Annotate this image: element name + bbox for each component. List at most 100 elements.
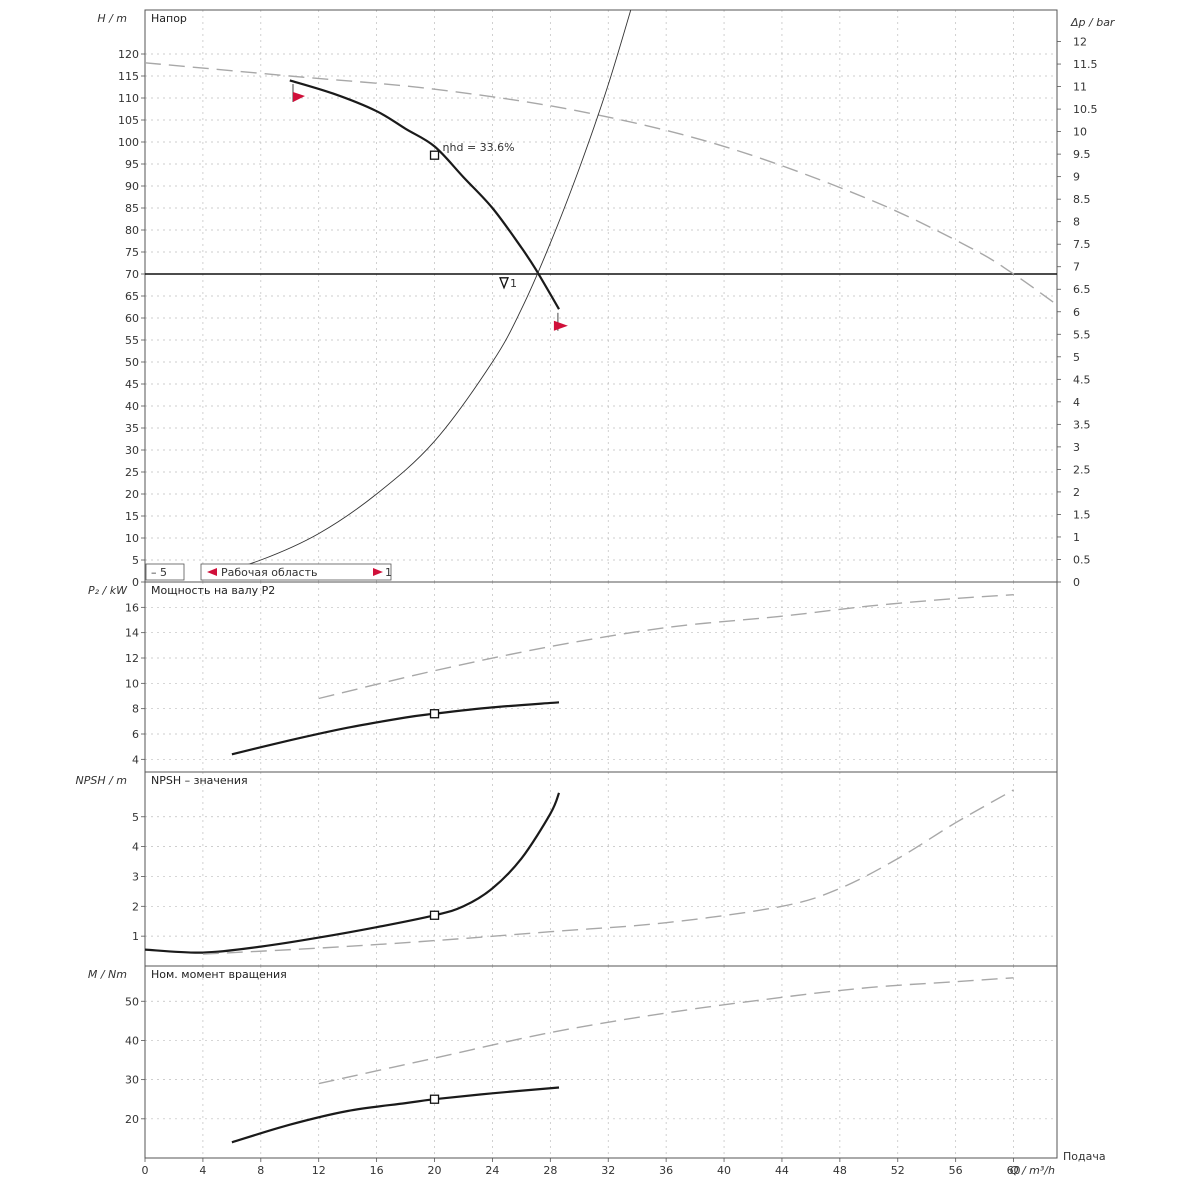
labels-layer: 0510152025303540455055606570758085909510…	[75, 12, 1115, 1177]
y-tick-label: 12	[125, 652, 139, 665]
grid-layer	[141, 9, 1061, 1162]
y-axis-label: NPSH / m	[75, 774, 127, 787]
y2-tick-label: 10	[1073, 126, 1087, 139]
series-group	[145, 10, 1057, 579]
panel-title: Мощность на валу P2	[151, 584, 275, 597]
x-tick-label: 0	[142, 1164, 149, 1177]
y-tick-label: 40	[125, 400, 139, 413]
x-tick-label: 40	[717, 1164, 731, 1177]
series-system-curve	[202, 10, 632, 579]
y2-tick-label: 5.5	[1073, 328, 1091, 341]
y-tick-label: 50	[125, 995, 139, 1008]
panel-frame	[144, 771, 1058, 967]
legend-left-item: – 5	[151, 566, 167, 579]
y2-tick-label: 6.5	[1073, 283, 1091, 296]
legend-flag-left-icon	[207, 568, 217, 576]
y2-tick-label: 8	[1073, 216, 1080, 229]
y2-tick-label: 6	[1073, 306, 1080, 319]
y-axis-label: P₂ / kW	[88, 584, 128, 597]
y-tick-label: 95	[125, 158, 139, 171]
y-tick-label: 3	[132, 870, 139, 883]
legend-middle-item: Рабочая область	[221, 566, 317, 579]
x-tick-label: 56	[949, 1164, 963, 1177]
y-tick-label: 60	[125, 312, 139, 325]
y2-tick-label: 0	[1073, 576, 1080, 589]
y-tick-label: 10	[125, 677, 139, 690]
y2-tick-label: 11.5	[1073, 58, 1098, 71]
x-axis-label: Q / m³/h	[1010, 1164, 1055, 1177]
y-tick-label: 70	[125, 268, 139, 281]
series-group	[145, 789, 1014, 955]
y2-tick-label: 3	[1073, 441, 1080, 454]
series-main-curve	[145, 792, 561, 954]
y-tick-label: 6	[132, 728, 139, 741]
y-tick-label: 115	[118, 70, 139, 83]
y-tick-label: 120	[118, 48, 139, 61]
y2-axis-label: Δp / bar	[1070, 16, 1116, 29]
operating-point-marker	[429, 1094, 440, 1104]
y-tick-label: 50	[125, 356, 139, 369]
legend-right-item: 1	[385, 566, 392, 579]
y2-tick-label: 8.5	[1073, 193, 1091, 206]
efficiency-annotation: ηhd = 33.6%	[443, 141, 515, 154]
operating-point-marker	[429, 709, 440, 719]
y-tick-label: 65	[125, 290, 139, 303]
y-tick-label: 55	[125, 334, 139, 347]
y-tick-label: 20	[125, 488, 139, 501]
x-tick-label: 16	[370, 1164, 384, 1177]
y-tick-label: 105	[118, 114, 139, 127]
y2-tick-label: 7.5	[1073, 238, 1091, 251]
x-tick-label: 32	[601, 1164, 615, 1177]
series-max-curve	[318, 977, 1014, 1085]
x-tick-label: 28	[543, 1164, 557, 1177]
series-main-curve	[289, 79, 560, 310]
y-axis-label: H / m	[97, 12, 127, 25]
y-tick-label: 80	[125, 224, 139, 237]
y-tick-label: 100	[118, 136, 139, 149]
y2-tick-label: 7	[1073, 261, 1080, 274]
y-tick-label: 25	[125, 466, 139, 479]
x-tick-label: 12	[312, 1164, 326, 1177]
x-tick-label: 44	[775, 1164, 789, 1177]
legend-cell	[200, 563, 392, 581]
operating-point-marker	[429, 150, 440, 160]
y2-tick-label: 11	[1073, 81, 1087, 94]
limit-flag-icon	[553, 320, 568, 331]
y-tick-label: 30	[125, 444, 139, 457]
x-tick-label: 4	[199, 1164, 206, 1177]
curves-layer	[145, 10, 1057, 1144]
x-tick-label: 60	[1007, 1164, 1021, 1177]
y-tick-label: 4	[132, 753, 139, 766]
series-group	[231, 594, 1014, 756]
y-tick-label: 8	[132, 703, 139, 716]
duty-point-marker	[499, 277, 509, 290]
x-tick-label: 8	[257, 1164, 264, 1177]
panel-title: Напор	[151, 12, 187, 25]
x-tick-label: 48	[833, 1164, 847, 1177]
y2-tick-label: 1	[1073, 531, 1080, 544]
y2-tick-label: 4.5	[1073, 373, 1091, 386]
y2-tick-label: 1.5	[1073, 508, 1091, 521]
x-tick-label: 36	[659, 1164, 673, 1177]
y2-tick-label: 2.5	[1073, 463, 1091, 476]
y2-tick-label: 5	[1073, 351, 1080, 364]
y2-tick-label: 9.5	[1073, 148, 1091, 161]
panel-title: NPSH – значения	[151, 774, 248, 787]
y-tick-label: 20	[125, 1113, 139, 1126]
x-tick-label: 52	[891, 1164, 905, 1177]
y-tick-label: 40	[125, 1034, 139, 1047]
y-tick-label: 5	[132, 811, 139, 824]
series-max-curve	[318, 594, 1014, 700]
series-max-curve	[145, 62, 1057, 306]
series-main-curve	[231, 1086, 560, 1144]
legend-flag-right-icon	[373, 568, 383, 576]
y-tick-label: 110	[118, 92, 139, 105]
y-tick-label: 85	[125, 202, 139, 215]
series-group	[231, 977, 1014, 1144]
y-tick-label: 15	[125, 510, 139, 523]
y2-tick-label: 2	[1073, 486, 1080, 499]
y2-tick-label: 12	[1073, 36, 1087, 49]
y-tick-label: 30	[125, 1074, 139, 1087]
y-tick-label: 90	[125, 180, 139, 193]
